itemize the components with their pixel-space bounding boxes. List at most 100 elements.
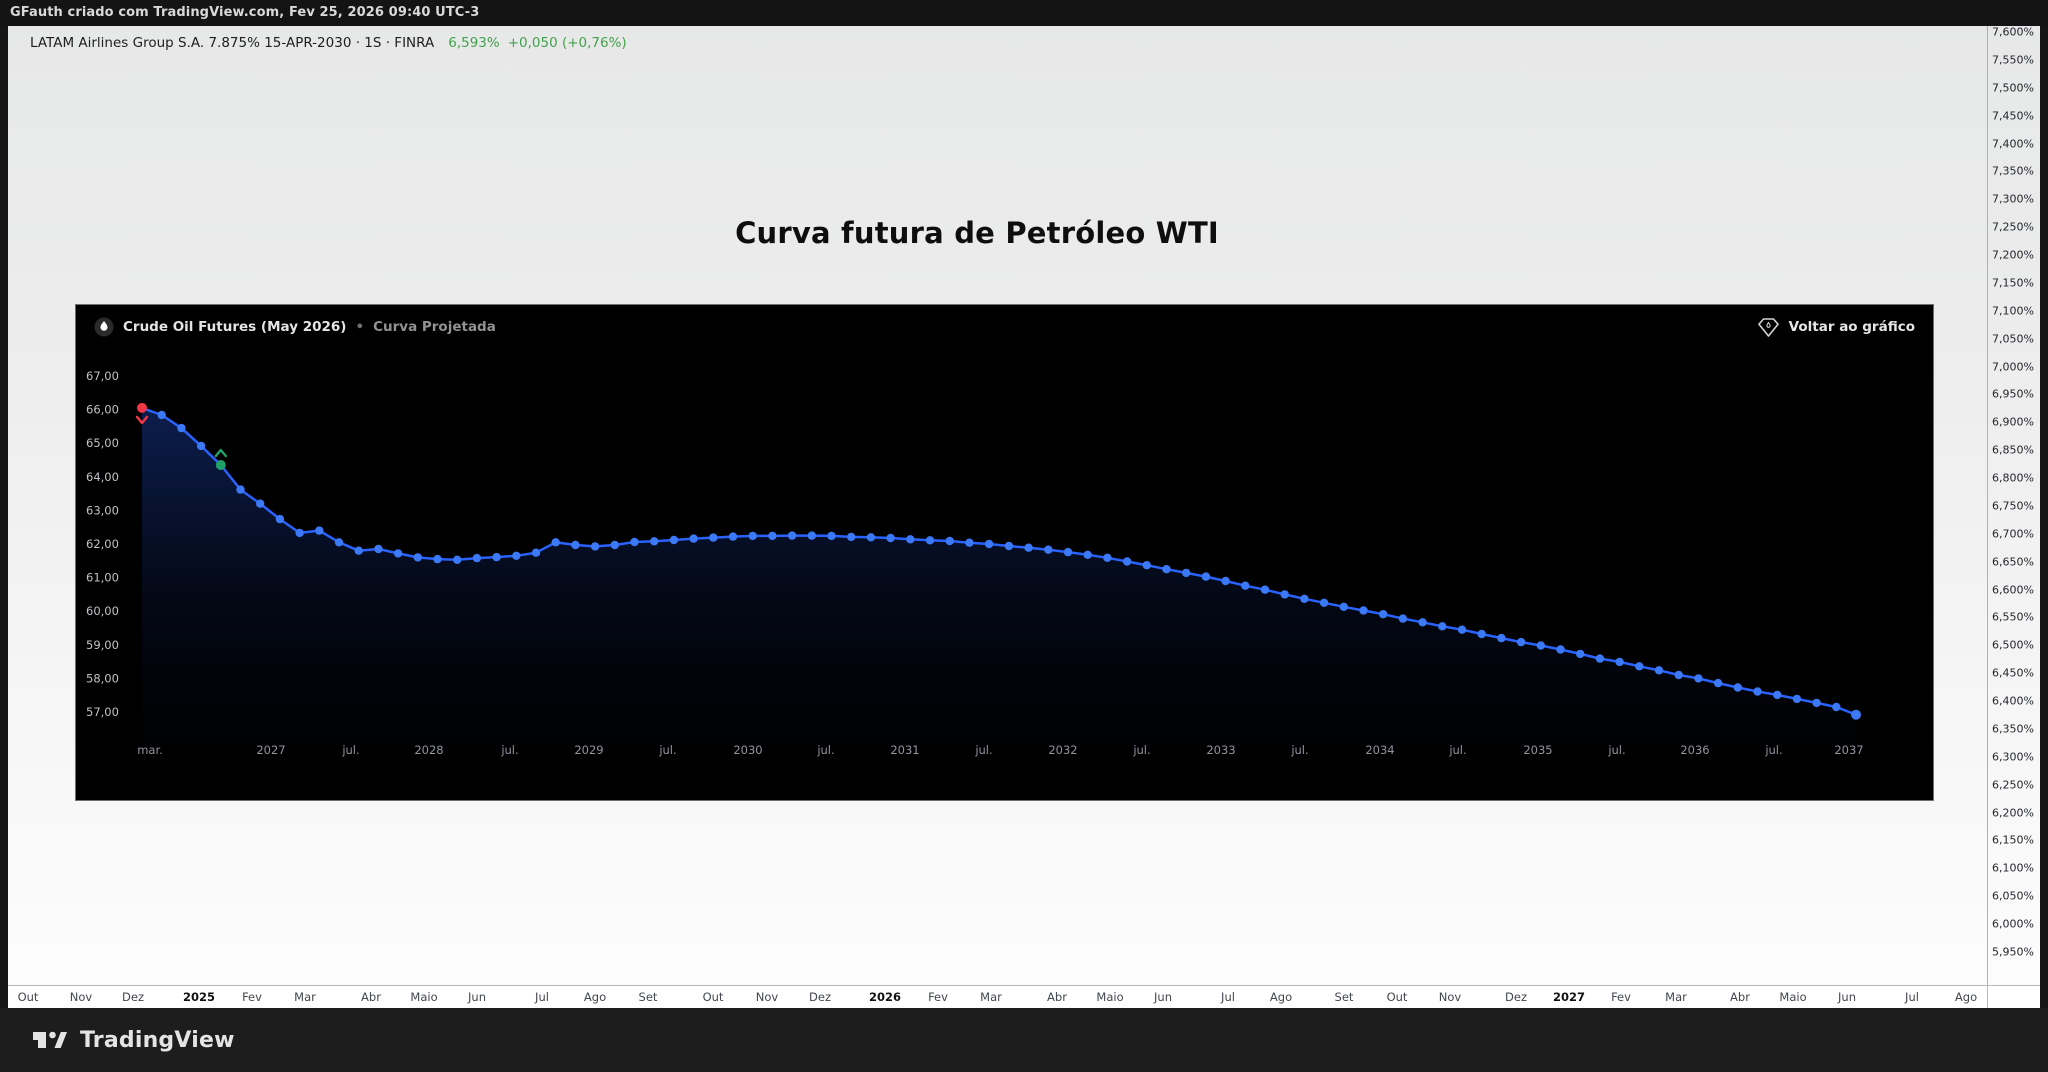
price-scale-tick: 6,000% [1992,917,2034,931]
curve-point [157,410,166,420]
time-axis-month: Dez [809,990,831,1004]
time-axis-month: Nov [755,990,779,1004]
widget-separator: • [355,319,365,335]
curve-point [984,539,994,549]
price-scale-tick: 6,700% [1992,527,2034,541]
curve-point [472,553,482,563]
time-axis-month: Out [17,990,39,1004]
widget-y-tick: 62,00 [86,537,119,551]
curve-point [492,552,501,562]
price-scale-tick: 7,400% [1992,137,2034,150]
curve-point [1595,654,1605,663]
curve-point [334,538,344,547]
curve-point [1024,543,1033,552]
time-axis[interactable]: Out Nov Dez 2025 Fev Mar Abr Maio Jun Jul Ago Set Ou… [8,985,2040,1008]
curve-point [748,531,757,541]
time-axis-month: Jun [468,990,486,1004]
time-axis-month: Jul [1221,990,1235,1004]
curve-point [866,533,876,542]
widget-y-tick: 57,00 [86,705,119,719]
widget-header: Crude Oil Futures (May 2026) • Curva Pro… [76,305,1933,349]
footer-bar: TradingView [0,1008,2048,1072]
curve-point [787,531,797,540]
price-scale-tick: 6,350% [1992,722,2034,736]
time-axis-month: Jun [1838,990,1856,1004]
time-axis-month: Maio [410,990,438,1004]
price-scale-tick: 7,350% [1992,164,2034,178]
price-scale-tick: 7,600% [1992,26,2034,39]
oil-drop-icon [94,317,114,337]
price-scale-tick: 7,150% [1992,276,2034,290]
price-scale-tick: 6,250% [1992,778,2034,792]
curve-point [196,441,206,451]
curve-point [1241,581,1250,590]
price-scale-tick: 7,050% [1992,332,2034,346]
price-scale-tick: 6,500% [1992,638,2034,652]
curve-point [1654,666,1664,675]
curve-point [433,554,442,564]
curve-point [1556,645,1565,654]
widget-y-tick: 59,00 [86,638,119,652]
curve-point [1083,550,1092,559]
price-scale-tick: 6,150% [1992,833,2034,847]
curve-point [925,536,935,545]
time-axis-month: Mar [294,990,316,1004]
curve-point [1713,678,1723,688]
curve-point [630,537,639,547]
widget-subtitle: Curva Projetada [373,319,496,335]
curve-point [886,533,895,543]
curve-point [1201,572,1211,581]
curve-point [512,551,521,560]
price-scale-tick: 6,100% [1992,861,2034,875]
widget-y-tick: 63,00 [86,503,119,517]
curve-point [1004,541,1014,551]
curve-point [1851,709,1861,720]
curve-point [531,548,541,557]
widget-y-tick: 66,00 [86,403,119,417]
tradingview-logo-icon[interactable] [30,1027,68,1053]
time-axis-month: Nov [1438,990,1462,1004]
curve-point [1319,598,1329,607]
widget-y-tick: 60,00 [86,604,119,618]
price-scale[interactable]: 7,600% 7,550% 7,500% 7,450% 7,400% 7,350% 7,30… [1987,26,2040,985]
chevron-down-icon [135,415,149,425]
back-to-chart-button[interactable]: Voltar ao gráfico [1756,317,1915,338]
widget-y-tick: 58,00 [86,671,119,685]
widget-y-tick: 61,00 [86,571,119,585]
curve-point [374,544,383,554]
curve-point [1438,622,1447,631]
futures-curve-plot[interactable]: 67,00 66,00 65,00 64,00 63,00 62,00 61,00 60,00… [76,305,1935,802]
curve-point [1044,545,1053,554]
symbol-legend[interactable]: LATAM Airlines Group S.A. 7.875% 15-APR-… [30,35,627,51]
curve-point [1457,625,1467,634]
curve-point [1812,698,1821,708]
curve-point [728,532,738,541]
curve-point [1477,629,1486,639]
time-axis-month: Mar [1665,990,1687,1004]
curve-point [965,538,974,547]
futures-curve-widget[interactable]: Crude Oil Futures (May 2026) • Curva Pro… [75,304,1934,801]
time-axis-month: Abr [361,990,381,1004]
price-scale-tick: 6,650% [1992,555,2034,569]
time-axis-month: Jun [1154,990,1172,1004]
curve-marker-point [215,460,226,470]
tradingview-wordmark[interactable]: TradingView [80,1027,235,1053]
time-axis-month: Abr [1047,990,1067,1004]
curve-point [571,540,580,550]
time-axis-month: Set [1334,990,1354,1004]
curve-point [177,423,186,433]
curve-point [689,534,698,543]
price-scale-tick: 6,200% [1992,806,2034,819]
price-scale-tick: 7,450% [1992,109,2034,123]
chart-surface[interactable]: LATAM Airlines Group S.A. 7.875% 15-APR-… [8,26,2040,1008]
curve-marker-point [137,402,147,413]
curve-point [295,528,304,538]
widget-y-tick: 65,00 [86,436,119,450]
curve-point [1792,694,1802,704]
curve-point [256,499,265,508]
symbol-description[interactable]: LATAM Airlines Group S.A. 7.875% 15-APR-… [30,35,435,51]
curve-point [354,546,363,555]
curve-point [709,533,718,542]
curve-point [1674,670,1683,680]
price-change: +0,050 (+0,76%) [507,35,627,51]
